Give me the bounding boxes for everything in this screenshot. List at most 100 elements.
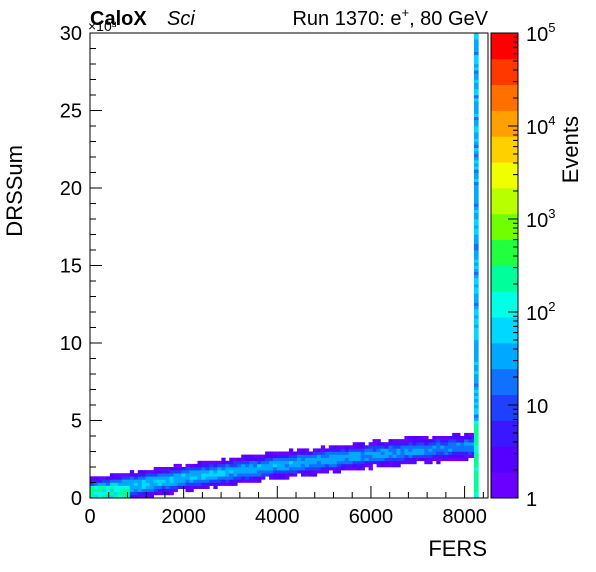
heatmap-cell (316, 448, 322, 452)
heatmap-cell (360, 442, 365, 446)
heatmap-cell (308, 470, 314, 474)
heatmap-cell (105, 485, 111, 489)
heatmap-cell (90, 488, 95, 493)
saturation-cell (473, 293, 479, 297)
palette-swatch (491, 394, 518, 421)
heatmap-cell (217, 476, 222, 480)
saturation-cell (473, 64, 479, 68)
heatmap-cell (265, 470, 270, 474)
heatmap-cell (249, 467, 254, 471)
heatmap-cell (201, 460, 206, 465)
saturation-cell (473, 349, 479, 353)
heatmap-cell (245, 460, 250, 465)
heatmap-cell (213, 482, 218, 486)
heatmap-cell (201, 485, 206, 489)
heatmap-cell (444, 439, 449, 443)
heatmap-cell (201, 476, 206, 480)
heatmap-cell (356, 445, 361, 449)
heatmap-cell (97, 482, 103, 486)
heatmap-cell (221, 482, 226, 486)
heatmap-cell (153, 479, 158, 483)
heatmap-cell (368, 442, 373, 446)
saturation-cell (473, 116, 479, 121)
heatmap-cell (129, 491, 135, 496)
heatmap-cell (177, 473, 182, 477)
heatmap-cell (109, 473, 115, 477)
heatmap-cell (444, 454, 449, 458)
heatmap-cell (336, 445, 342, 449)
heatmap-cell (257, 454, 262, 458)
saturation-cell (473, 144, 479, 148)
heatmap-cell (169, 479, 174, 483)
heatmap-cell (464, 457, 469, 462)
heatmap-cell (249, 463, 254, 468)
saturation-cell (473, 122, 479, 127)
heatmap-cell (97, 491, 103, 496)
heatmap-cell (157, 470, 162, 474)
heatmap-cell (165, 476, 170, 480)
heatmap-cell (285, 476, 290, 480)
saturation-cell (473, 259, 479, 263)
heatmap-cell (229, 476, 234, 480)
saturation-cell (473, 33, 479, 37)
heatmap-cell (285, 451, 290, 455)
saturation-cell (473, 355, 479, 359)
heatmap-cell (209, 463, 214, 468)
heatmap-cell (300, 457, 306, 462)
heatmap-cell (209, 467, 214, 471)
heatmap-cell (241, 470, 246, 474)
heatmap-cell (217, 470, 222, 474)
heatmap-cell (117, 494, 123, 498)
heatmap-cell (121, 494, 127, 498)
heatmap-cell (281, 467, 286, 471)
saturation-cell (473, 169, 479, 173)
saturation-cell (473, 389, 479, 393)
saturation-cell (473, 166, 479, 170)
heatmap-cell (376, 448, 381, 452)
heatmap-cell (221, 473, 226, 477)
heatmap-cell (113, 476, 119, 480)
saturation-cell (473, 153, 479, 158)
saturation-cell (473, 79, 479, 83)
heatmap-cell (261, 467, 266, 471)
heatmap-cell (241, 467, 246, 471)
heatmap-cell (380, 460, 385, 465)
heatmap-cell (289, 457, 294, 462)
heatmap-cell (352, 463, 357, 468)
saturation-cell (473, 70, 479, 74)
heatmap-cell (157, 491, 162, 496)
heatmap-cell (344, 445, 349, 449)
saturation-cell (473, 312, 479, 316)
heatmap-cell (328, 454, 334, 458)
heatmap-cell (273, 476, 278, 480)
saturation-cell (473, 445, 479, 449)
heatmap-cell (93, 485, 99, 489)
heatmap-cell (165, 482, 170, 486)
heatmap-cell (273, 454, 278, 458)
heatmap-cell (376, 463, 381, 468)
heatmap-cell (289, 451, 294, 455)
saturation-cell (473, 138, 479, 142)
heatmap-cell (292, 470, 298, 474)
heatmap-cell (241, 457, 246, 462)
heatmap-cell (364, 448, 369, 452)
heatmap-cell (412, 445, 417, 449)
heatmap-cell (273, 470, 278, 474)
y-axis-title: DRSSum (2, 145, 27, 237)
heatmap-cell (221, 470, 226, 474)
heatmap-cell (316, 457, 322, 462)
heatmap-cell (137, 479, 143, 483)
heatmap-cell (456, 436, 461, 440)
heatmap-cell (117, 476, 123, 480)
heatmap-cell (468, 439, 473, 443)
heatmap-cell (197, 460, 202, 465)
heatmap-cell (384, 451, 389, 455)
heatmap-cell (165, 485, 170, 489)
heatmap-cell (233, 463, 238, 468)
saturation-cell (473, 98, 479, 102)
heatmap-cell (233, 476, 238, 480)
saturation-cell (473, 451, 479, 455)
heatmap-cell (149, 473, 154, 477)
saturation-cell (473, 429, 479, 434)
saturation-cell (473, 302, 479, 307)
